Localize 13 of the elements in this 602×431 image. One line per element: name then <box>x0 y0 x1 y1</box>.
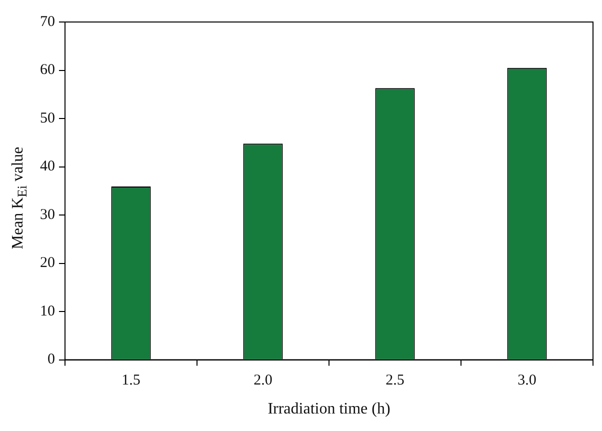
y-tick-label: 30 <box>40 206 55 223</box>
x-tick-label: 2.5 <box>386 372 404 389</box>
y-tick-label: 10 <box>40 303 55 320</box>
y-tick-label: 50 <box>40 110 55 126</box>
y-tick-label: 70 <box>40 14 55 30</box>
y-tick-label: 0 <box>48 352 55 368</box>
y-tick-label: 60 <box>40 62 55 78</box>
x-axis-title: Irradiation time (h) <box>268 400 390 418</box>
x-tick-label: 2.0 <box>254 372 272 389</box>
x-tick-label: 3.0 <box>518 372 536 389</box>
y-tick-label: 20 <box>40 255 55 272</box>
y-tick-label: 40 <box>40 158 55 175</box>
x-tick-label: 1.5 <box>122 372 140 389</box>
